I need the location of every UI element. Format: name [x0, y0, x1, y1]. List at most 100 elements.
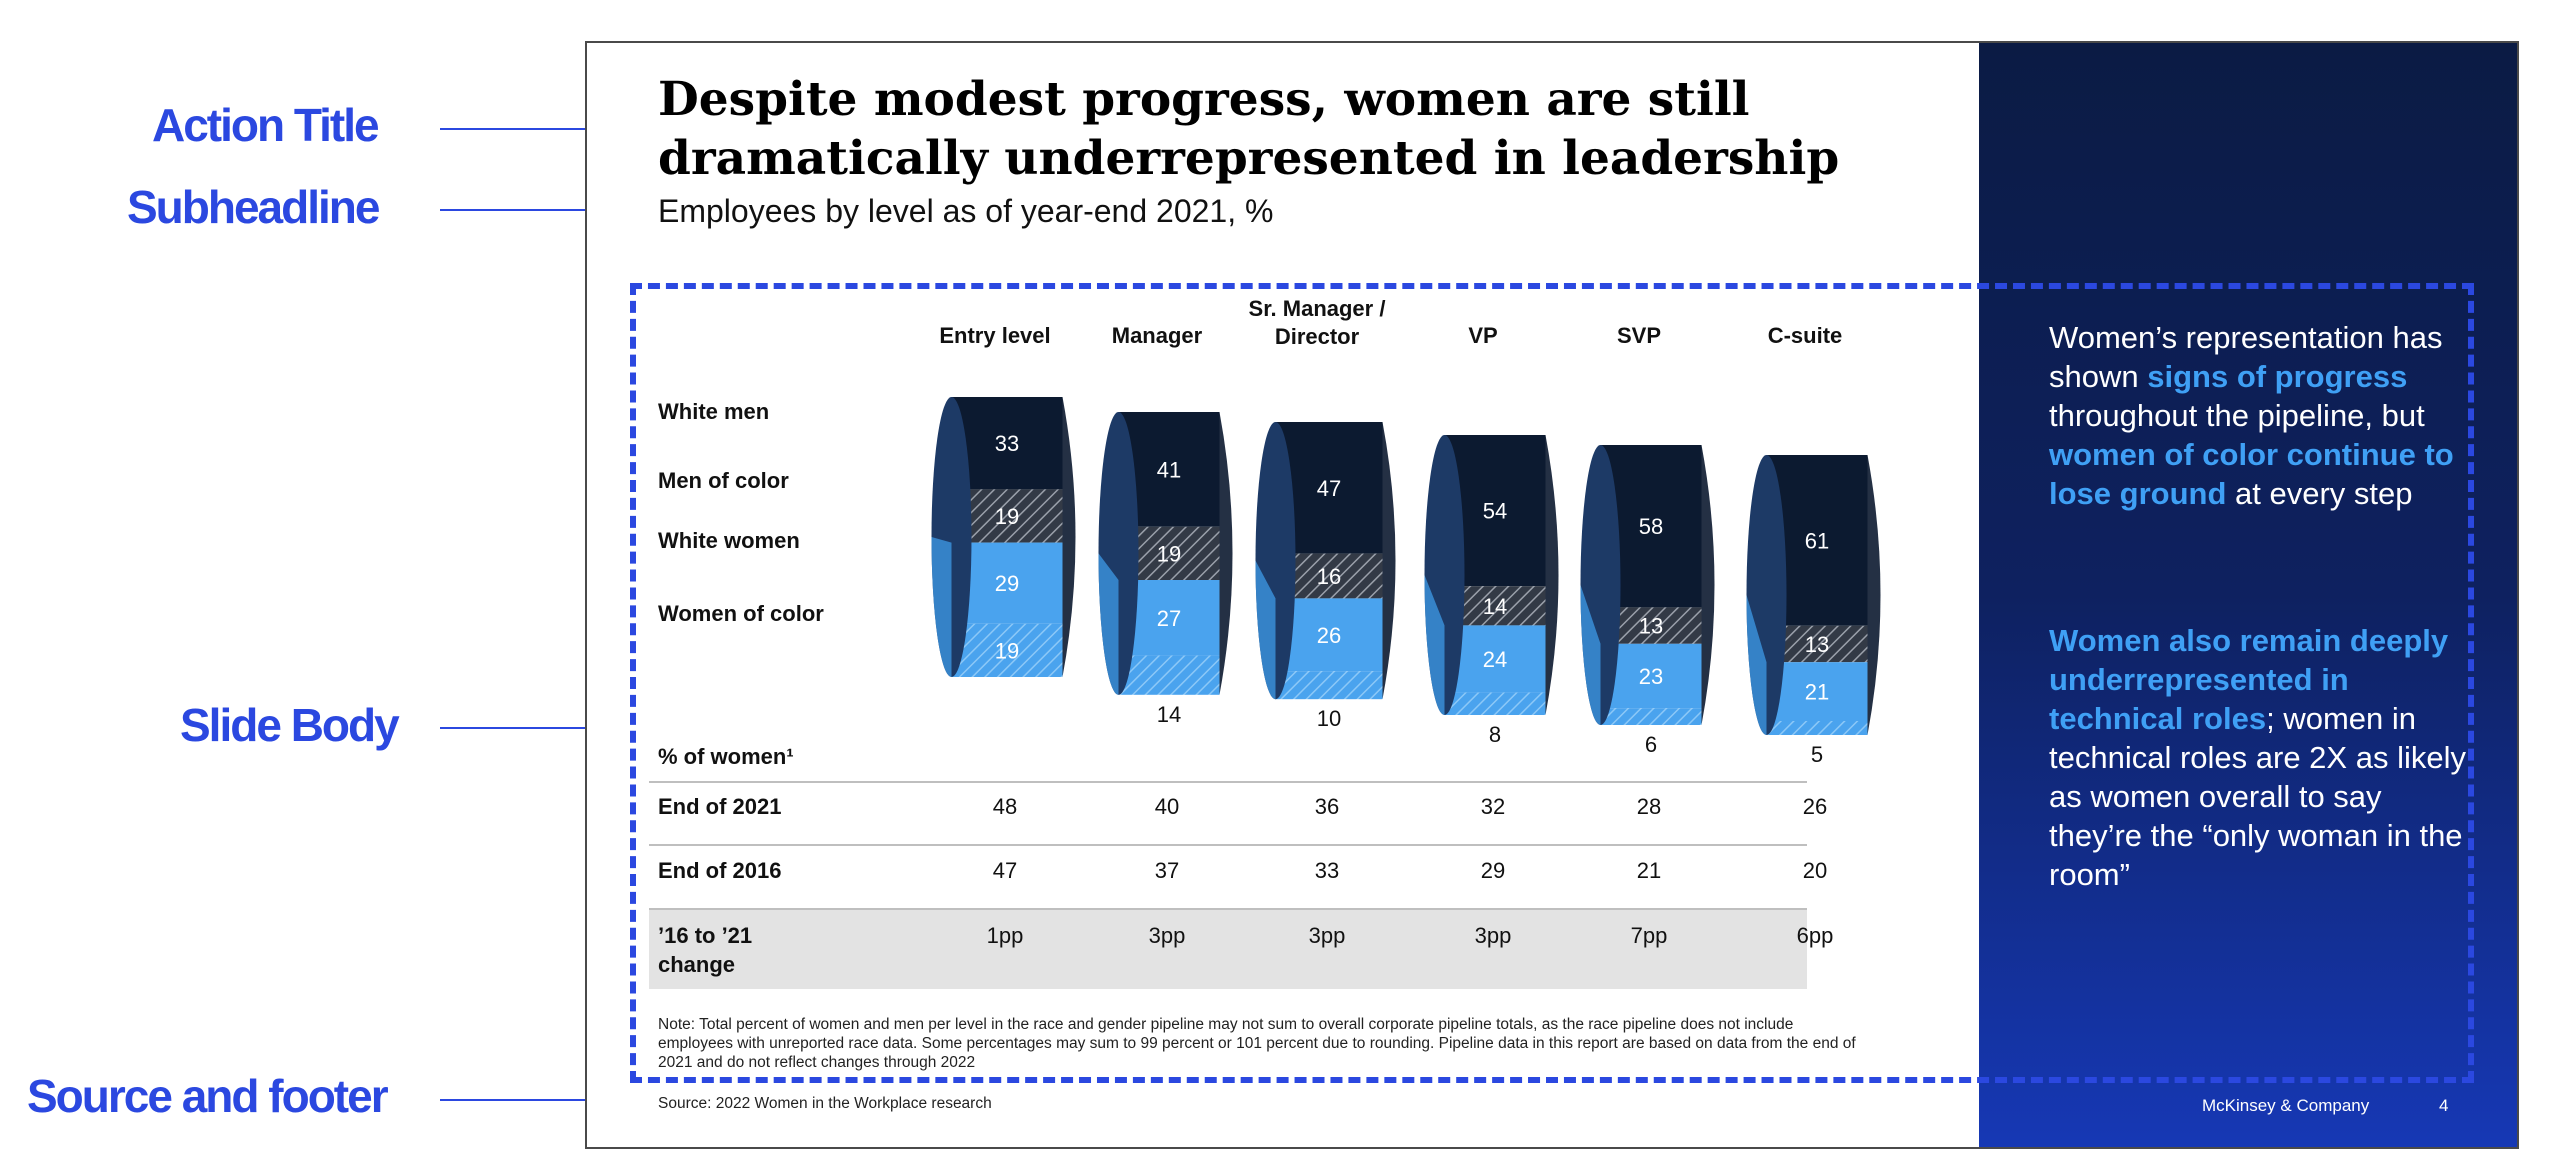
- table-cell-2-2: 3pp: [1309, 923, 1346, 948]
- slide-title: Despite modest progress, women are still…: [658, 72, 1840, 186]
- insight-1-highlight-b: signs of progress: [2147, 359, 2408, 394]
- table-cell-0-0: 48: [993, 794, 1017, 819]
- value-label-4-0: 58: [1639, 514, 1663, 539]
- table-row-label-2-0: ’16 to ’21: [658, 923, 752, 948]
- table-cell-1-3: 29: [1481, 858, 1505, 883]
- cylinder-face-lower-4: [1580, 585, 1601, 725]
- table-row-label-2-1: change: [658, 952, 735, 977]
- slide-subheadline: Employees by level as of year-end 2021, …: [658, 193, 1274, 229]
- value-label-5-3: 5: [1811, 742, 1823, 767]
- cylinder-face-lower-3: [1424, 575, 1445, 715]
- series-label-men-of-color: Men of color: [658, 468, 789, 493]
- value-label-1-0: 41: [1157, 457, 1181, 482]
- column-header-1-0: Manager: [1112, 323, 1203, 348]
- insight-paragraph-1: Women’s representation has shown signs o…: [2049, 318, 2469, 513]
- series-label-white-women: White women: [658, 528, 800, 553]
- value-label-0-2: 29: [995, 571, 1019, 596]
- cylinder-0: [931, 397, 1076, 677]
- value-label-5-2: 21: [1805, 680, 1829, 705]
- cylinder-cap-right-1: [1219, 412, 1233, 695]
- insight-2-text-b: ; women in technical roles are 2X as lik…: [2049, 701, 2466, 892]
- segment-4-3: [1600, 708, 1702, 725]
- column-header-4-0: SVP: [1617, 323, 1661, 348]
- change-row-background: [649, 909, 1807, 989]
- table-cell-0-2: 36: [1315, 794, 1339, 819]
- cylinder-cap-right-2: [1382, 422, 1396, 700]
- column-header-0-0: Entry level: [939, 323, 1050, 348]
- column-header-3-0: VP: [1468, 323, 1497, 348]
- table-row-label-1-0: End of 2016: [658, 858, 781, 883]
- slide: Women’s representation has shown signs o…: [585, 41, 2519, 1149]
- value-label-4-1: 13: [1639, 614, 1663, 639]
- insight-1-text-a: Women’s representation has shown: [2049, 320, 2443, 394]
- cylinder-cap-right-3: [1545, 435, 1559, 715]
- value-label-4-2: 23: [1639, 664, 1663, 689]
- insight-1-text-e: at every step: [2226, 476, 2413, 511]
- callout-slide-body: Slide Body: [180, 699, 400, 751]
- table-row-label-0-0: End of 2021: [658, 794, 781, 819]
- cylinder-1: [1098, 412, 1233, 695]
- table-cell-1-0: 47: [993, 858, 1017, 883]
- cylinder-4: [1580, 445, 1715, 725]
- callout-source-footer: Source and footer: [27, 1070, 389, 1122]
- table-cell-1-4: 21: [1637, 858, 1661, 883]
- table-cell-0-5: 26: [1803, 794, 1827, 819]
- segment-3-3: [1444, 692, 1546, 715]
- callout-subheadline: Subheadline: [127, 181, 380, 233]
- table-cell-1-5: 20: [1803, 858, 1827, 883]
- segment-5-3: [1766, 721, 1868, 735]
- callout-action-title-line: [440, 128, 612, 130]
- value-label-1-1: 19: [1157, 541, 1181, 566]
- segment-5-2: [1766, 662, 1868, 721]
- cylinder-2: [1255, 421, 1396, 700]
- table-cell-1-2: 33: [1315, 858, 1339, 883]
- table-cell-0-3: 32: [1481, 794, 1505, 819]
- cylinder-face-lower-2: [1255, 560, 1276, 700]
- cylinder-face-lower-5: [1746, 595, 1767, 735]
- value-label-2-1: 16: [1317, 564, 1341, 589]
- segment-0-0: [951, 397, 1063, 490]
- segment-1-3: [1118, 655, 1220, 695]
- cylinder-cap-right-0: [1062, 397, 1076, 677]
- insight-1-text-c: throughout the pipeline, but: [2049, 398, 2425, 433]
- cylinder-face-lower-0: [931, 537, 952, 677]
- series-label-women-of-color: Women of color: [658, 601, 824, 626]
- segment-2-3: [1275, 671, 1383, 700]
- value-label-2-0: 47: [1317, 476, 1341, 501]
- value-label-0-0: 33: [995, 431, 1019, 456]
- column-header-5-0: C-suite: [1768, 323, 1843, 348]
- cylinder-cap-right-4: [1701, 445, 1715, 725]
- value-label-5-0: 61: [1805, 528, 1829, 553]
- table-cell-2-0: 1pp: [987, 923, 1024, 948]
- callout-slide-body-line: [440, 727, 612, 729]
- value-label-0-1: 19: [995, 504, 1019, 529]
- value-label-3-1: 14: [1483, 594, 1507, 619]
- table-cell-0-1: 40: [1155, 794, 1179, 819]
- insight-paragraph-2: Women also remain deeply underrepresente…: [2049, 621, 2469, 894]
- footer-brand: McKinsey & Company: [2202, 1096, 2370, 1115]
- series-label-white-men: White men: [658, 399, 769, 424]
- source-line: Source: 2022 Women in the Workplace rese…: [658, 1095, 992, 1112]
- value-label-5-1: 13: [1805, 632, 1829, 657]
- cylinder-3: [1424, 435, 1559, 715]
- table-cell-2-5: 6pp: [1797, 923, 1834, 948]
- value-label-1-3: 14: [1157, 702, 1181, 727]
- footer-page-number: 4: [2439, 1096, 2449, 1115]
- pipeline-chart: White men Men of color White women Women of…: [649, 296, 1881, 989]
- insight-1-highlight-d: women of color continue to lose ground: [2049, 437, 2454, 511]
- value-label-3-3: 8: [1489, 722, 1501, 747]
- value-label-1-2: 27: [1157, 606, 1181, 631]
- insight-panel: Women’s representation has shown signs o…: [1979, 43, 2517, 1147]
- column-header-2-1: Director: [1275, 324, 1360, 349]
- cylinder-face-lower-1: [1098, 553, 1119, 695]
- value-label-3-2: 24: [1483, 647, 1507, 672]
- table-header: % of women¹: [658, 744, 794, 769]
- cylinder-cap-right-5: [1867, 455, 1881, 735]
- value-label-3-0: 54: [1483, 499, 1507, 524]
- callout-action-title: Action Title: [152, 99, 380, 151]
- table-cell-1-1: 37: [1155, 858, 1179, 883]
- table-cell-0-4: 28: [1637, 794, 1661, 819]
- table-cell-2-4: 7pp: [1631, 923, 1668, 948]
- insight-2-highlight-a: Women also remain deeply underrepresente…: [2049, 623, 2449, 736]
- value-label-2-2: 26: [1317, 623, 1341, 648]
